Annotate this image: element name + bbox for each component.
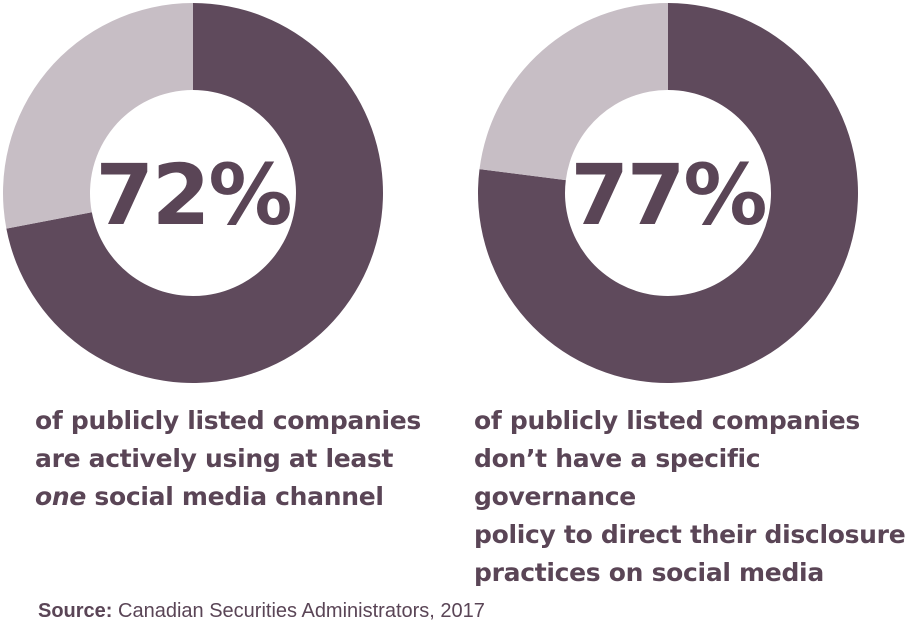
donut-slice-remainder: [3, 3, 193, 229]
donut-chart-2: 77%: [478, 3, 858, 383]
caption-line: policy to direct their disclosure: [474, 520, 906, 549]
caption-line: don’t have a specific governance: [474, 444, 761, 511]
caption-line: practices on social media: [474, 558, 824, 587]
donut-slice-value: [6, 3, 383, 383]
percentage-label: 72%: [95, 146, 292, 244]
donut-slice-remainder: [479, 3, 668, 181]
source-note: Source: Canadian Securities Administrato…: [38, 600, 485, 623]
caption-line: of publicly listed companies: [35, 406, 422, 435]
caption-line: of publicly listed companies: [474, 406, 861, 435]
source-label: Source:: [38, 600, 113, 622]
caption-emphasis: one: [35, 482, 87, 511]
caption-line: are actively using at least: [35, 444, 394, 473]
donut-svg-2: [478, 3, 858, 383]
donut-svg-1: [3, 3, 383, 383]
donut-slice-value: [478, 3, 858, 383]
donut-chart-1: 72%: [3, 3, 383, 383]
caption-line: one social media channel: [35, 478, 445, 516]
source-text: Canadian Securities Administrators, 2017: [112, 600, 485, 622]
caption-line-rest: social media channel: [86, 482, 384, 511]
caption-2: of publicly listed companies don’t have …: [474, 402, 920, 592]
caption-1: of publicly listed companies are activel…: [35, 402, 445, 516]
percentage-label: 77%: [570, 146, 767, 244]
